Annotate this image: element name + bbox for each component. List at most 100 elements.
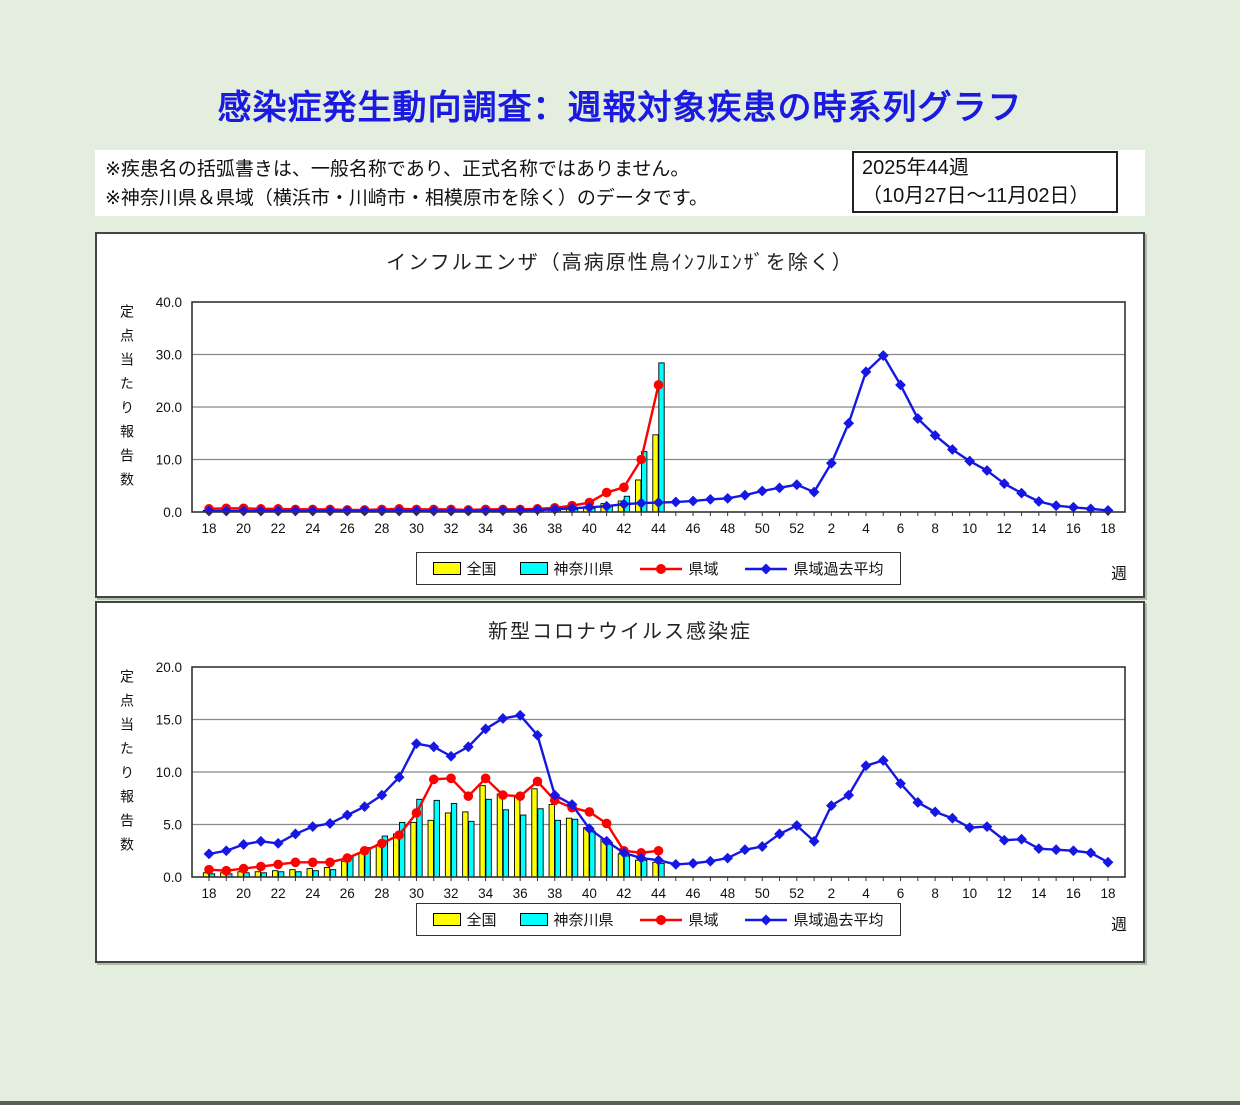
- svg-text:4: 4: [862, 521, 870, 536]
- svg-text:22: 22: [271, 521, 286, 536]
- legend-line-marker-icon: [744, 563, 787, 574]
- period-box: 2025年44週 （10月27日～11月02日）: [852, 151, 1118, 213]
- svg-text:16: 16: [1066, 886, 1081, 901]
- svg-text:26: 26: [340, 886, 355, 901]
- svg-text:0.0: 0.0: [163, 870, 182, 885]
- svg-text:46: 46: [686, 521, 701, 536]
- svg-text:36: 36: [513, 886, 528, 901]
- legend-label: 神奈川県: [553, 912, 614, 929]
- svg-text:40.0: 40.0: [156, 295, 182, 310]
- svg-text:30: 30: [409, 886, 424, 901]
- legend-label: 全国: [466, 561, 497, 578]
- svg-text:12: 12: [997, 521, 1012, 536]
- note-line-2: ※神奈川県＆県域（横浜市・川崎市・相模原市を除く）のデータです。: [105, 188, 709, 209]
- svg-text:34: 34: [478, 521, 494, 536]
- legend-line-marker-icon: [639, 914, 682, 925]
- svg-text:44: 44: [651, 886, 667, 901]
- svg-text:15.0: 15.0: [156, 713, 182, 728]
- svg-text:26: 26: [340, 521, 355, 536]
- svg-text:30.0: 30.0: [156, 348, 182, 363]
- svg-text:32: 32: [444, 886, 459, 901]
- svg-text:6: 6: [897, 521, 905, 536]
- svg-text:24: 24: [305, 521, 321, 536]
- influenza-chart-panel: インフルエンザ（高病原性鳥ｲﾝﾌﾙｴﾝｻﾞを除く） 定点当たり報告数 0.0 10…: [95, 232, 1145, 598]
- covid-chart-panel: 新型コロナウイルス感染症 定点当たり報告数 0.0 5.0 10.0 15.0 20.0…: [95, 601, 1145, 963]
- svg-text:2: 2: [828, 886, 836, 901]
- legend-item: 全国: [433, 558, 496, 579]
- legend-line-marker-icon: [639, 563, 682, 574]
- svg-text:18: 18: [1100, 521, 1115, 536]
- svg-text:42: 42: [616, 521, 631, 536]
- svg-text:48: 48: [720, 886, 735, 901]
- notes: ※疾患名の括弧書きは、一般名称であり、正式名称ではありません。 ※神奈川県＆県域…: [105, 155, 708, 213]
- svg-text:20.0: 20.0: [156, 400, 182, 415]
- influenza-chart-canvas: 0.010.020.030.040.018 20 22 24 26 28 30 32 34 36 3…: [156, 295, 1126, 536]
- svg-text:52: 52: [789, 521, 804, 536]
- svg-text:24: 24: [305, 886, 321, 901]
- x-axis-unit-label: 週: [1110, 917, 1127, 934]
- legend-label: 県域: [688, 561, 719, 578]
- svg-text:48: 48: [720, 521, 735, 536]
- svg-text:2: 2: [828, 521, 836, 536]
- svg-text:28: 28: [374, 886, 389, 901]
- y-axis-label: 定点当たり報告数: [119, 304, 135, 496]
- legend-bar-swatch-icon: [433, 913, 462, 926]
- svg-text:44: 44: [651, 521, 667, 536]
- chart-title-influenza: インフルエンザ（高病原性鳥ｲﾝﾌﾙｴﾝｻﾞを除く）: [386, 252, 854, 274]
- bottom-edge-bar: [0, 1101, 1240, 1105]
- covid-chart-canvas: 0.05.010.015.020.018 20 22 24 26 28 30 32 34 36 38…: [156, 660, 1126, 901]
- svg-text:20: 20: [236, 886, 251, 901]
- legend-label: 県域過去平均: [793, 561, 884, 578]
- legend-bar-swatch-icon: [433, 562, 462, 575]
- svg-text:4: 4: [862, 886, 870, 901]
- legend-bar-swatch-icon: [520, 913, 549, 926]
- y-axis-label: 定点当たり報告数: [119, 669, 135, 861]
- legend: 全国 神奈川県 県域 県域過去平均: [416, 903, 901, 936]
- chart-title-covid: 新型コロナウイルス感染症: [488, 621, 752, 643]
- svg-text:40: 40: [582, 886, 597, 901]
- legend-item: 全国: [433, 909, 496, 930]
- svg-text:38: 38: [547, 521, 562, 536]
- page-title: 感染症発生動向調査：週報対象疾患の時系列グラフ: [217, 89, 1023, 127]
- svg-text:12: 12: [997, 886, 1012, 901]
- svg-text:10.0: 10.0: [156, 765, 182, 780]
- svg-text:18: 18: [201, 886, 216, 901]
- legend-label: 県域過去平均: [793, 912, 884, 929]
- svg-text:14: 14: [1031, 521, 1047, 536]
- legend-item: 県域: [638, 909, 719, 930]
- note-line-1: ※疾患名の括弧書きは、一般名称であり、正式名称ではありません。: [105, 159, 690, 180]
- legend-item: 県域: [638, 558, 719, 579]
- notes-strip: ※疾患名の括弧書きは、一般名称であり、正式名称ではありません。 ※神奈川県＆県域…: [95, 150, 1145, 216]
- period-week: 2025年44週: [862, 157, 969, 179]
- svg-text:16: 16: [1066, 521, 1081, 536]
- svg-text:28: 28: [374, 521, 389, 536]
- svg-text:22: 22: [271, 886, 286, 901]
- legend: 全国 神奈川県 県域 県域過去平均: [416, 552, 901, 585]
- svg-text:14: 14: [1031, 886, 1047, 901]
- x-axis-unit-label: 週: [1110, 566, 1127, 583]
- svg-text:50: 50: [755, 521, 770, 536]
- svg-text:36: 36: [513, 521, 528, 536]
- svg-text:32: 32: [444, 521, 459, 536]
- svg-text:18: 18: [1100, 886, 1115, 901]
- svg-text:10: 10: [962, 886, 977, 901]
- svg-text:0.0: 0.0: [163, 505, 182, 520]
- svg-text:50: 50: [755, 886, 770, 901]
- legend-item: 県域過去平均: [743, 558, 884, 579]
- svg-text:5.0: 5.0: [163, 818, 182, 833]
- svg-text:46: 46: [686, 886, 701, 901]
- legend-item: 神奈川県: [520, 558, 614, 579]
- svg-text:42: 42: [616, 886, 631, 901]
- svg-text:10.0: 10.0: [156, 453, 182, 468]
- svg-text:8: 8: [931, 521, 939, 536]
- legend-line-marker-icon: [744, 914, 787, 925]
- svg-text:18: 18: [201, 521, 216, 536]
- legend-row: 全国 神奈川県 県域 県域過去平均: [192, 903, 1125, 936]
- svg-text:30: 30: [409, 521, 424, 536]
- svg-text:38: 38: [547, 886, 562, 901]
- svg-text:10: 10: [962, 521, 977, 536]
- legend-label: 神奈川県: [553, 561, 614, 578]
- legend-label: 県域: [688, 912, 719, 929]
- legend-label: 全国: [466, 912, 497, 929]
